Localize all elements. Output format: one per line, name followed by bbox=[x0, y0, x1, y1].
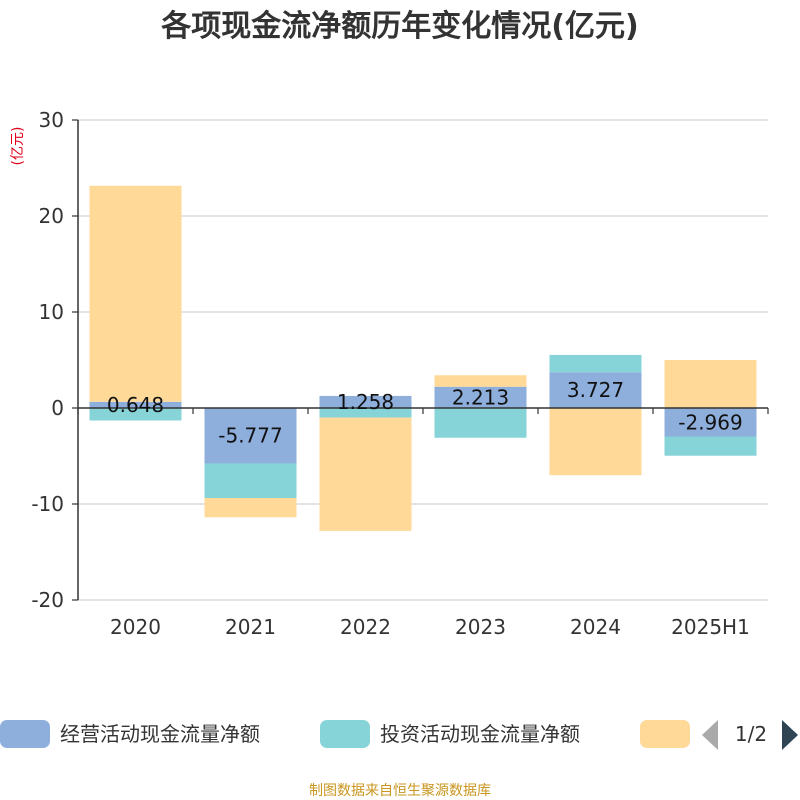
legend-item: 经营活动现金流量净额 bbox=[0, 720, 260, 748]
data-labels: 0.648 -5.777 1.258 2.213 3.727 -2.969 bbox=[107, 378, 743, 448]
triangle-right-icon[interactable] bbox=[782, 720, 798, 750]
legend: 经营活动现金流量净额 投资活动现金流量净额 1/2 bbox=[0, 720, 798, 750]
y-tick-label: -10 bbox=[31, 492, 64, 516]
bar-segment bbox=[89, 185, 182, 402]
x-tick-label: 2025H1 bbox=[671, 615, 750, 639]
legend-page-indicator: 1/2 bbox=[735, 722, 767, 746]
bar-segment bbox=[319, 395, 412, 408]
bar-segment bbox=[204, 498, 297, 518]
bar-segment bbox=[204, 463, 297, 499]
legend-swatch bbox=[640, 720, 690, 748]
bar-segment bbox=[89, 401, 182, 408]
bar-segment bbox=[434, 408, 527, 438]
y-axis-unit: (亿元) bbox=[10, 127, 26, 166]
bar-segment bbox=[664, 408, 757, 437]
legend-swatch bbox=[320, 720, 370, 748]
legend-label: 经营活动现金流量净额 bbox=[60, 722, 260, 746]
y-tick-label: 30 bbox=[39, 108, 64, 132]
data-label: 1.258 bbox=[337, 390, 394, 414]
y-tick-label: 0 bbox=[51, 396, 64, 420]
legend-item: 投资活动现金流量净额 bbox=[320, 720, 580, 748]
data-label: 0.648 bbox=[107, 393, 164, 417]
bar-segment bbox=[549, 372, 642, 408]
x-tick-label: 2023 bbox=[455, 615, 506, 639]
x-tick-label: 2020 bbox=[110, 615, 161, 639]
bar-segment bbox=[319, 408, 412, 418]
bar-segment bbox=[549, 408, 642, 476]
bar-segment bbox=[434, 386, 527, 408]
axes: 30 20 10 0 -10 -20 2020 2021 2022 2023 2024 2025H1 bbox=[31, 108, 769, 639]
source-note: 制图数据来自恒生聚源数据库 bbox=[309, 783, 491, 799]
bar-segment bbox=[434, 375, 527, 387]
legend-swatch bbox=[0, 720, 50, 748]
legend-item bbox=[640, 720, 690, 748]
x-tick-label: 2024 bbox=[570, 615, 621, 639]
legend-label: 投资活动现金流量净额 bbox=[380, 722, 580, 746]
bar-segment bbox=[664, 360, 757, 408]
triangle-left-icon[interactable] bbox=[702, 720, 718, 750]
bar-segment bbox=[319, 417, 412, 531]
data-label: -2.969 bbox=[678, 410, 742, 434]
data-label: 2.213 bbox=[452, 385, 509, 409]
data-label: -5.777 bbox=[218, 424, 282, 448]
x-tick-label: 2022 bbox=[340, 615, 391, 639]
bar-segment bbox=[664, 436, 757, 456]
y-tick-label: 10 bbox=[39, 300, 64, 324]
bar-segment bbox=[204, 408, 297, 464]
bar-segment bbox=[549, 354, 642, 373]
data-label: 3.727 bbox=[567, 378, 624, 402]
bars bbox=[89, 185, 757, 531]
y-tick-label: -20 bbox=[31, 588, 64, 612]
chart-title: 各项现金流净额历年变化情况(亿元) bbox=[160, 9, 638, 44]
x-tick-label: 2021 bbox=[225, 615, 276, 639]
bar-segment bbox=[89, 408, 182, 421]
y-tick-label: 20 bbox=[39, 204, 64, 228]
